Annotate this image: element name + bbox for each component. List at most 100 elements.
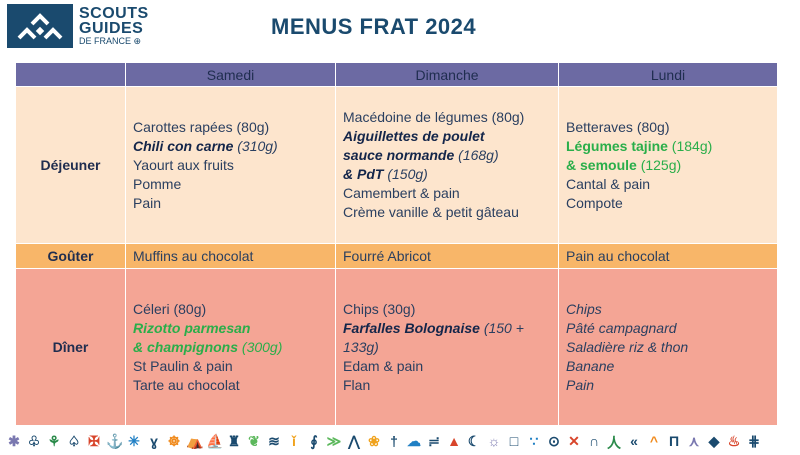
menu-cell: Chips Pâté campagnard Saladière riz & thon… xyxy=(558,268,778,426)
menu-item-text: Chips (30g) xyxy=(343,300,416,317)
menu-item-text: Cantal & pain xyxy=(566,175,651,192)
triangle-icon: ▲ xyxy=(447,433,461,449)
menu-item-text: Farfalles Bolognaise xyxy=(343,319,480,336)
wind-icon: ≓ xyxy=(428,433,440,449)
figure-icon: 人 xyxy=(607,435,621,451)
eye-icon: ⊙ xyxy=(548,433,560,449)
meal-label: Déjeuner xyxy=(15,86,126,244)
menu-item-text: Légumes tajine xyxy=(566,137,668,154)
menu-item-text: Pâté campagnard xyxy=(566,319,677,336)
menu-item-text: Carottes rapées (80g) xyxy=(133,118,270,135)
menu-item-text: Pain xyxy=(566,376,595,393)
menu-cell: Carottes rapées (80g) Chili con carne (31… xyxy=(125,86,336,244)
menu-item: Edam & pain xyxy=(343,357,551,376)
paw-icon: ❀ xyxy=(368,433,380,449)
sprout-icon: ♤ xyxy=(67,433,81,449)
menu-item-text: Crème vanille & petit gâteau xyxy=(343,204,519,220)
boat-icon: ⛵ xyxy=(206,433,224,449)
menu-item: Tarte au chocolat xyxy=(133,376,328,395)
meal-row: Déjeuner Carottes rapées (80g) Chili con c… xyxy=(15,86,778,244)
menu-item-text: Rizotto parmesan xyxy=(133,319,251,336)
logo-line-2: GUIDES xyxy=(79,19,144,37)
menu-item: Aiguillettes de poulet xyxy=(343,127,551,146)
menu-item-text: Betteraves (80g) xyxy=(566,118,670,135)
menu-item: Saladière riz & thon xyxy=(566,338,770,357)
menu-item: Pain au chocolat xyxy=(566,247,770,266)
menu-item: Chili con carne (310g) xyxy=(133,137,328,156)
peak-icon: ⋏ xyxy=(688,433,700,449)
fire-icon: ♨ xyxy=(727,433,741,449)
menu-item: St Paulin & pain xyxy=(133,357,328,376)
tree-icon: ♧ xyxy=(27,433,41,449)
diamond-icon: ◆ xyxy=(708,433,720,449)
menu-item-text: (300g) xyxy=(238,338,283,355)
menu-cell: Pain au chocolat xyxy=(558,243,778,269)
menu-item: Pâté campagnard xyxy=(566,319,770,338)
menu-item-text: & PdT xyxy=(343,166,384,182)
menu-item: Banane xyxy=(566,357,770,376)
meal-row: Dîner Céleri (80g) Rizotto parmesan & champ… xyxy=(15,268,778,426)
menu-item: Muffins au chocolat xyxy=(133,247,328,266)
chevrons-icon: « xyxy=(630,433,638,449)
column-header-empty xyxy=(15,62,126,87)
menu-item: Céleri (80g) xyxy=(133,300,328,319)
menu-item: Cantal & pain xyxy=(566,175,770,194)
menu-item: sauce normande (168g) xyxy=(343,146,551,165)
menu-item: Légumes tajine (184g) xyxy=(566,137,770,156)
caret-icon: ^ xyxy=(649,433,659,449)
wheel-icon: ☸ xyxy=(167,433,181,449)
candle-icon: ǐ xyxy=(292,433,296,449)
anchor-icon: ⚓ xyxy=(106,433,124,449)
menu-item-text: Compote xyxy=(566,194,623,211)
meal-row: Goûter Muffins au chocolat Fourré Abricot P… xyxy=(15,243,778,269)
menu-item-text: Pain au chocolat xyxy=(566,247,670,264)
column-header-dimanche: Dimanche xyxy=(335,62,559,87)
menu-item-text: Macédoine de légumes (80g) xyxy=(343,109,525,125)
square-icon: □ xyxy=(509,433,519,449)
cloud-icon: ☁ xyxy=(407,433,421,449)
drops-icon: ∵ xyxy=(529,433,539,449)
menu-item-text: Pomme xyxy=(133,175,182,192)
menu-item: Compote xyxy=(566,194,770,213)
menu-item-text: (125g) xyxy=(636,156,682,173)
menu-item-text: sauce normande xyxy=(343,147,455,163)
menu-item: Pain xyxy=(133,194,328,213)
menu-item: Fourré Abricot xyxy=(343,247,551,266)
hash-icon: ⋕ xyxy=(748,433,760,449)
menu-item-text: St Paulin & pain xyxy=(133,357,233,374)
menu-item: Chips xyxy=(566,300,770,319)
menu-item-text: Chili con carne xyxy=(133,137,234,154)
logo-mark-icon xyxy=(7,4,73,48)
menu-item-text: Flan xyxy=(343,376,371,393)
knot-icon: ɣ xyxy=(150,433,158,449)
arrows-icon: ≫ xyxy=(326,433,342,449)
menu-item-text: (150g) xyxy=(383,166,428,182)
bottle-icon: ♜ xyxy=(227,433,241,449)
menu-item-text: 133g) xyxy=(343,338,379,355)
decorative-icon-strip: ✱ ♧ ⚘ ♤ ✠ ⚓ ✳ ɣ ☸ ⛺ ⛵ ♜ ❦ ≋ ǐ ∮ ≫ ⋀ ❀ † ☁ ≓ ▲ ☾ ☼ □ ∵ ⊙ ✕ ∩ 人 « ^ Π ⋏ ◆ ♨ ⋕ xyxy=(6,433,794,453)
menu-item-text: Chips xyxy=(566,300,602,317)
menu-item: Pain xyxy=(566,376,770,395)
menu-cell: Macédoine de légumes (80g) Aiguillettes d… xyxy=(335,86,559,244)
menu-item: Carottes rapées (80g) xyxy=(133,118,328,137)
gate-icon: Π xyxy=(668,433,680,449)
menu-cell: Muffins au chocolat xyxy=(125,243,336,269)
menu-table: Samedi Dimanche Lundi Déjeuner Carottes rap… xyxy=(15,62,778,426)
menu-item-text: (150 + xyxy=(479,319,524,336)
leaf-icon: ❦ xyxy=(248,433,260,449)
menu-item-text: Fourré Abricot xyxy=(343,247,431,264)
menu-item: Pomme xyxy=(133,175,328,194)
menu-item: & semoule (125g) xyxy=(566,156,770,175)
menu-item: & PdT (150g) xyxy=(343,165,551,184)
x-mark-icon: ✕ xyxy=(568,433,580,449)
tent-icon: ⛺ xyxy=(186,433,204,449)
menu-item: Camembert & pain xyxy=(343,184,551,203)
page-title: MENUS FRAT 2024 xyxy=(271,14,477,39)
menu-item-text: (168g) xyxy=(454,147,499,163)
menu-cell: Fourré Abricot xyxy=(335,243,559,269)
menu-cell: Céleri (80g) Rizotto parmesan & champignon… xyxy=(125,268,336,426)
menu-item: Crème vanille & petit gâteau xyxy=(343,203,551,222)
mountains-icon: ≋ xyxy=(268,433,280,449)
menu-item: Rizotto parmesan xyxy=(133,319,328,338)
menu-item-text: Edam & pain xyxy=(343,357,424,374)
